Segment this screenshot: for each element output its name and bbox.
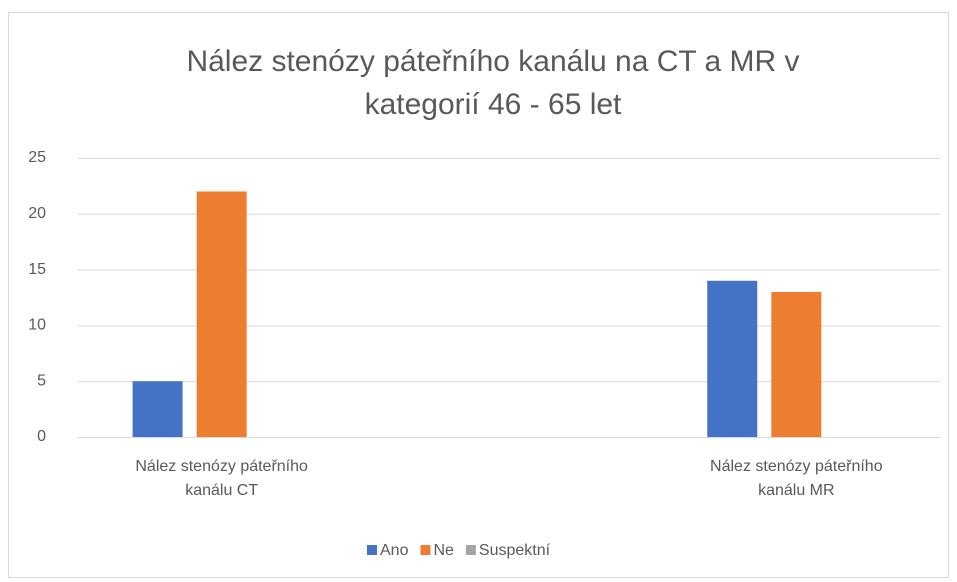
legend-label: Ano	[380, 542, 409, 559]
y-tick-label: 15	[28, 261, 46, 278]
chart-title: Nález stenózy páteřního kanálu na CT a M…	[186, 45, 799, 78]
bar	[132, 381, 183, 437]
legend-label: Suspektní	[479, 542, 551, 559]
bar	[771, 291, 822, 437]
bar	[707, 280, 758, 437]
legend-swatch	[367, 545, 377, 555]
legend-swatch	[420, 545, 431, 555]
bar	[196, 191, 247, 437]
legend-label: Ne	[433, 542, 454, 559]
y-tick-label: 25	[28, 149, 46, 166]
legend-swatch	[465, 545, 476, 555]
y-tick-label: 10	[28, 317, 46, 334]
y-tick-label: 20	[28, 205, 46, 222]
chart-title: kategorií 46 - 65 let	[365, 88, 622, 121]
x-tick-label: Nález stenózy páteřního kanálu CT	[135, 458, 308, 499]
y-tick-label: 5	[37, 372, 46, 389]
y-tick-label: 0	[37, 428, 46, 445]
x-tick-label: Nález stenózy páteřního kanálu MR	[710, 458, 883, 499]
